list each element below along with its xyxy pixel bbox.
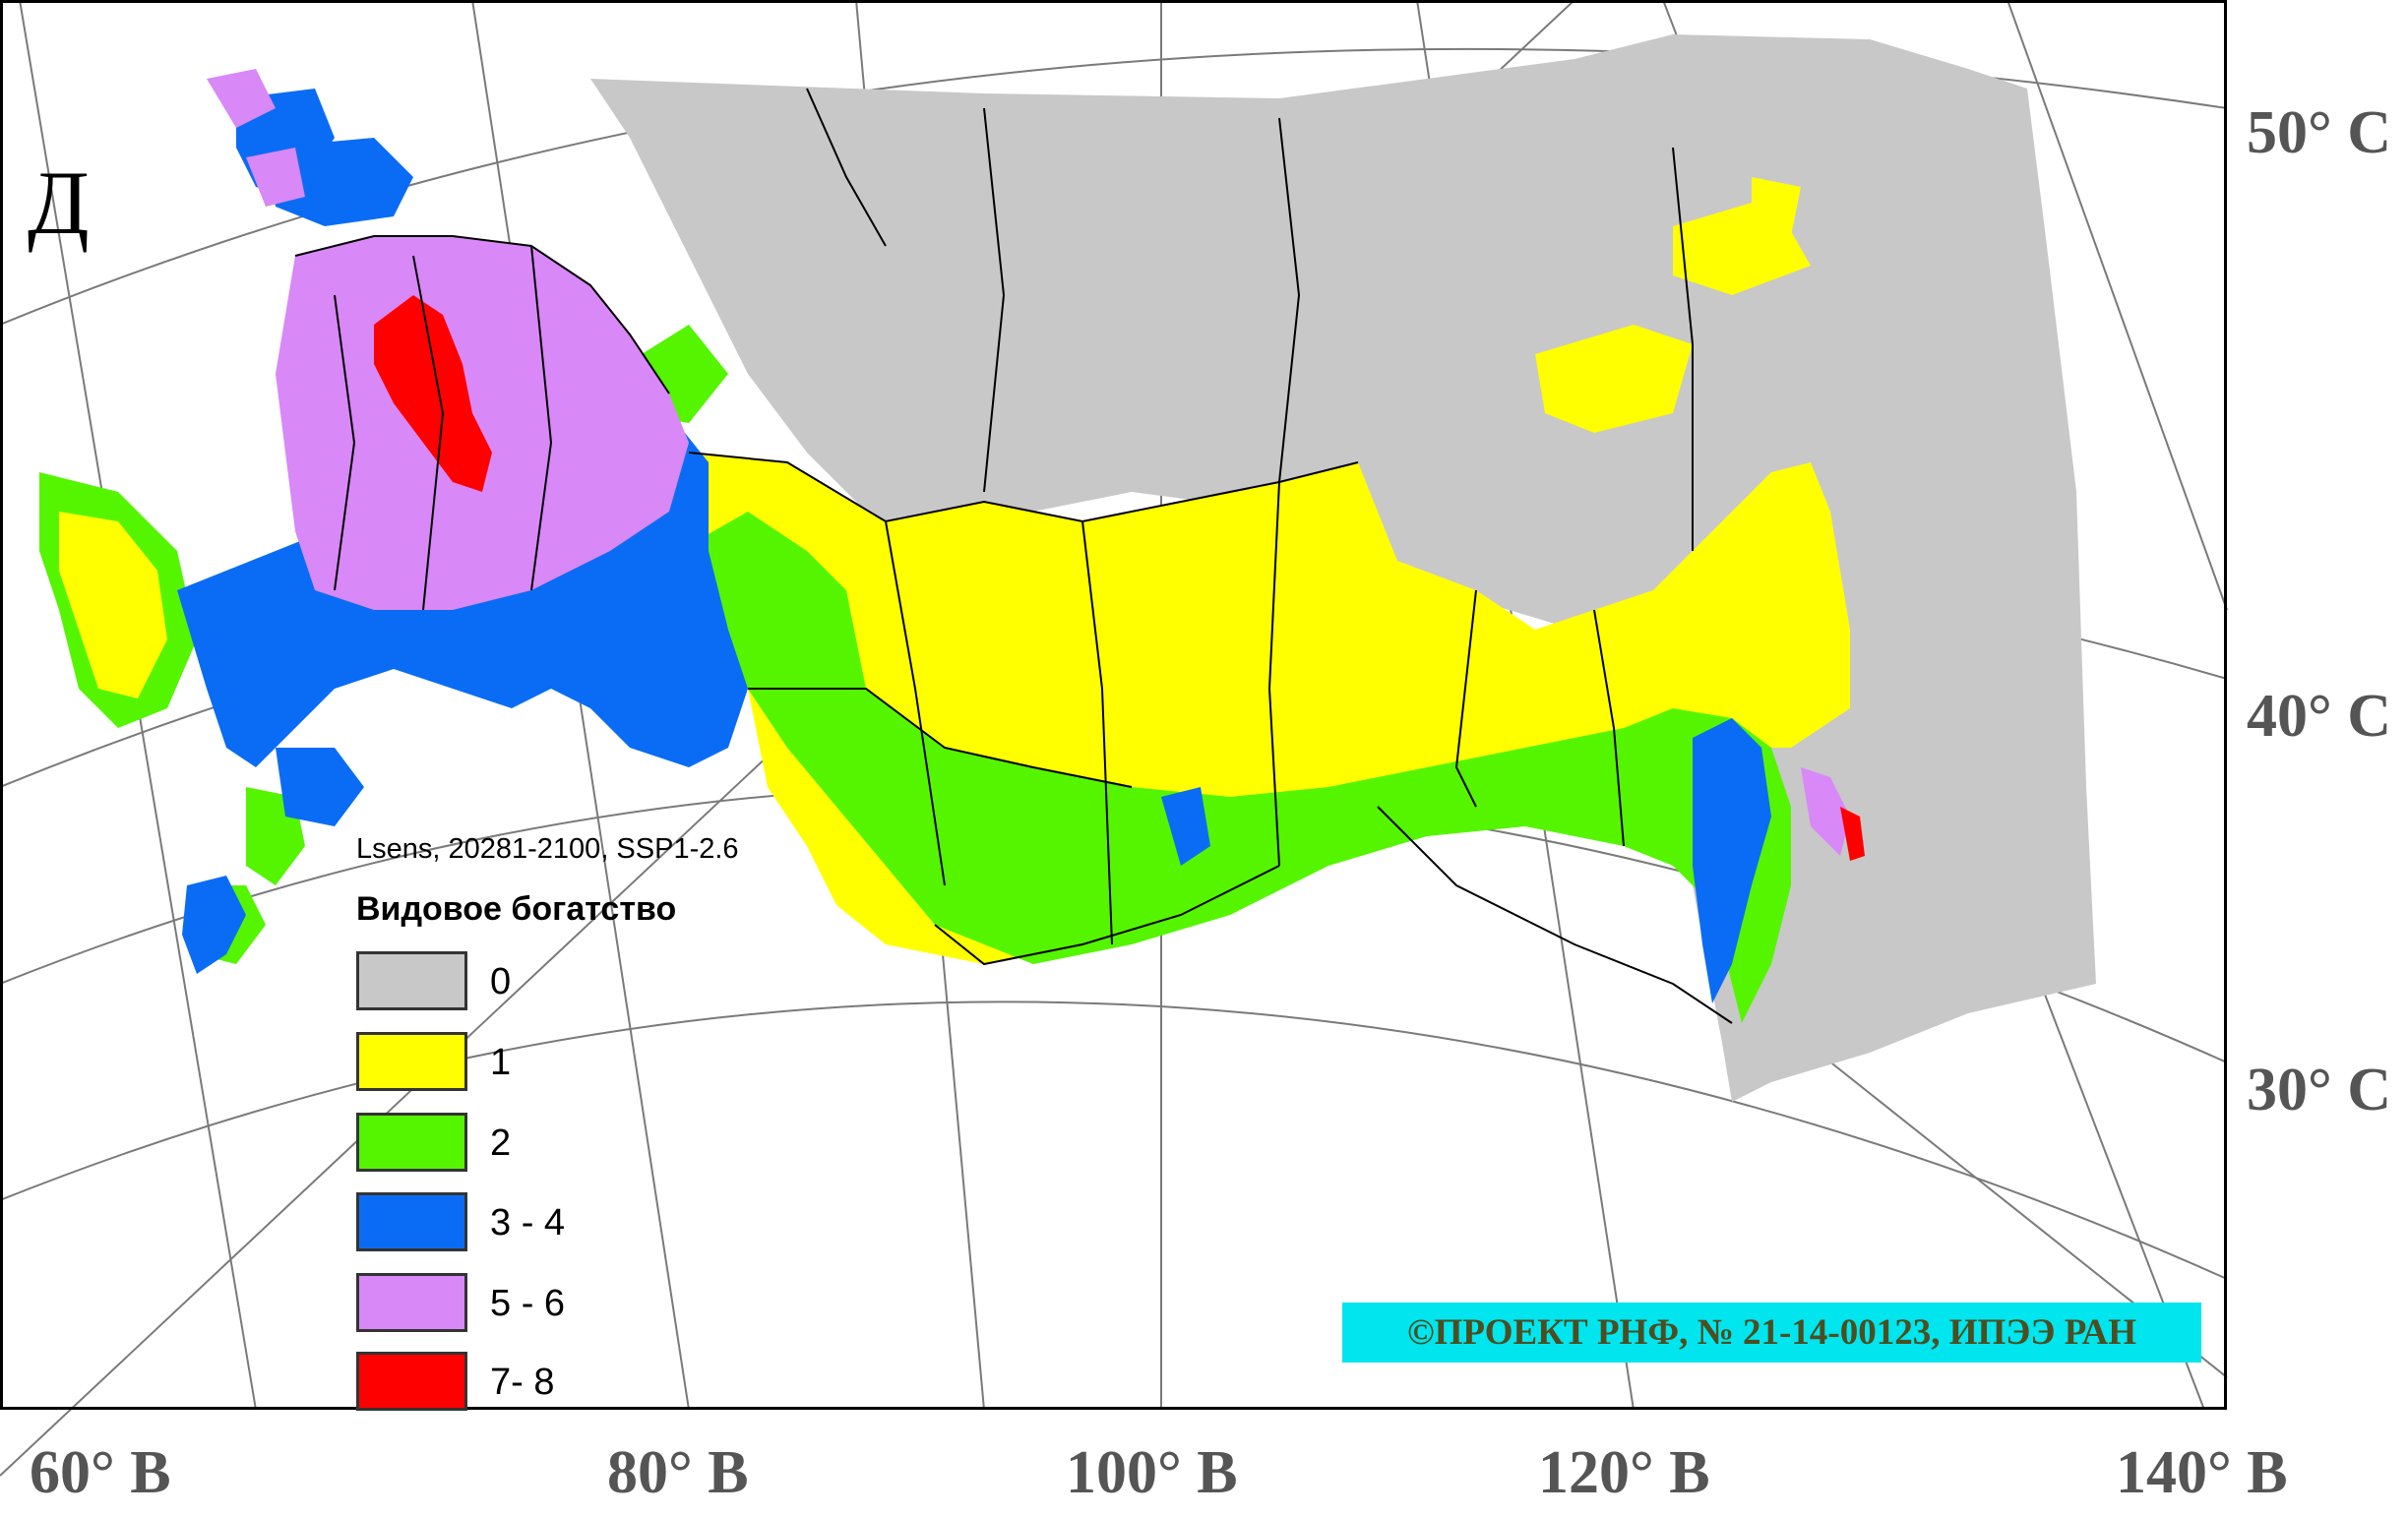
zone-5-6 [1801, 767, 1850, 856]
border-line [1267, 481, 1280, 867]
zone-1 [1181, 492, 1250, 551]
legend-swatch [356, 1352, 467, 1411]
legend-swatch [356, 1113, 467, 1172]
border-line [530, 245, 553, 591]
latitude-label-40: 40° С [2247, 683, 2392, 750]
border-line [983, 107, 1006, 493]
legend-label: 3 - 4 [490, 1202, 566, 1243]
legend-item-1: 1 [356, 1032, 651, 1093]
longitude-line [2007, 0, 2228, 611]
legend-swatch [356, 1032, 467, 1091]
latitude-label-30: 30° С [2247, 1057, 2392, 1123]
border-line [334, 294, 356, 591]
border-line [412, 255, 445, 611]
border-line [1377, 806, 1733, 1024]
legend-swatch [356, 1273, 467, 1332]
border-line [1593, 609, 1625, 847]
legend-item-0: 0 [356, 951, 651, 1012]
longitude-label-100: 100° В [1066, 1439, 1238, 1506]
zone-3-4 [1161, 787, 1210, 866]
longitude-line [471, 0, 690, 1411]
border-line [806, 88, 887, 247]
border-line [748, 688, 1133, 788]
legend-title: Видовое богатство [356, 890, 677, 928]
longitude-label-60: 60° В [30, 1439, 171, 1506]
zone-3-4 [276, 748, 364, 826]
latitude-line [0, 1001, 2228, 1280]
border-line [934, 865, 1280, 966]
border-line [885, 520, 946, 886]
zone-3-4 [1693, 718, 1771, 1003]
legend-item-5: 7- 8 [356, 1352, 651, 1413]
zone-1 [1752, 177, 1801, 236]
border-line [1278, 117, 1301, 483]
longitude-label-80: 80° В [607, 1439, 749, 1506]
zone-7-8 [374, 295, 492, 492]
legend-item-3: 3 - 4 [356, 1192, 651, 1253]
panel-letter: Д [28, 152, 90, 253]
region-borders [294, 88, 1733, 1024]
copyright-banner: ©ПРОЕКТ РНФ, № 21-14-00123, ИПЭЭ РАН [1342, 1303, 2201, 1363]
legend-item-4: 5 - 6 [356, 1273, 651, 1334]
legend-label: 2 [490, 1122, 512, 1164]
legend-item-2: 2 [356, 1113, 651, 1174]
legend-subtitle: Lsens, 20281-2100, SSP1-2.6 [356, 833, 739, 865]
longitude-label-120: 120° В [1538, 1439, 1710, 1506]
legend-swatch [356, 951, 467, 1010]
legend-swatch [356, 1192, 467, 1251]
latitude-label-50: 50° С [2247, 99, 2392, 166]
zone-1 [1535, 325, 1693, 433]
zone-2 [679, 512, 1791, 1023]
border-line [688, 452, 1359, 523]
zone-3-4 [182, 876, 246, 974]
zone-3-4 [266, 138, 413, 226]
zone-5-6 [246, 148, 305, 207]
longitude-label-140: 140° В [2116, 1439, 2288, 1506]
zone-1 [59, 512, 167, 698]
zone-7-8 [1840, 807, 1865, 861]
border-line [1454, 589, 1477, 808]
legend-label: 5 - 6 [490, 1283, 566, 1324]
border-line [1081, 520, 1113, 945]
zone-5-6 [207, 69, 276, 128]
legend-label: 1 [490, 1042, 512, 1083]
legend-label: 7- 8 [490, 1362, 555, 1403]
border-line [1672, 147, 1694, 551]
legend-label: 0 [490, 961, 512, 1002]
